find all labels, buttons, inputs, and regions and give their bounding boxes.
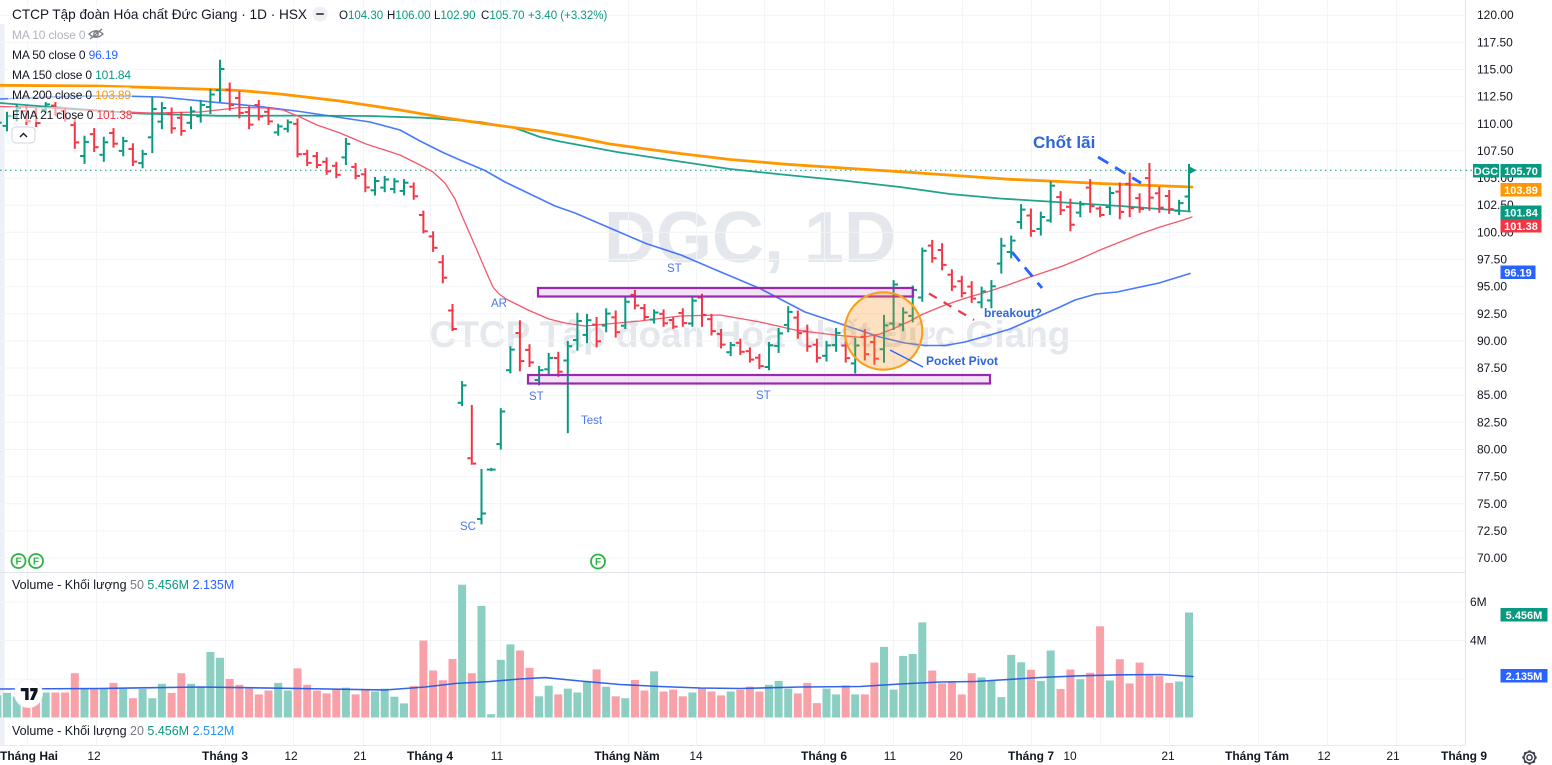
svg-text:MA 50 close 0 96.19: MA 50 close 0 96.19	[12, 48, 118, 62]
svg-text:DGC: DGC	[1474, 166, 1499, 178]
svg-text:10: 10	[1063, 749, 1077, 763]
svg-text:F: F	[33, 557, 39, 568]
svg-text:Chốt lãi: Chốt lãi	[1033, 133, 1095, 152]
svg-text:105.70: 105.70	[1504, 166, 1538, 178]
svg-text:+3.40 (+3.32%): +3.40 (+3.32%)	[528, 10, 607, 22]
svg-text:L102.90: L102.90	[434, 10, 476, 22]
svg-text:117.50: 117.50	[1477, 35, 1513, 49]
svg-text:20: 20	[949, 749, 963, 763]
svg-text:82.50: 82.50	[1477, 415, 1507, 429]
svg-text:120.00: 120.00	[1477, 8, 1514, 22]
svg-text:breakout?: breakout?	[984, 306, 1042, 320]
svg-text:21: 21	[353, 749, 367, 763]
svg-text:92.50: 92.50	[1477, 307, 1507, 321]
svg-text:Tháng Tám: Tháng Tám	[1225, 749, 1289, 763]
svg-text:112.50: 112.50	[1477, 90, 1513, 104]
svg-text:F: F	[595, 557, 601, 568]
svg-text:5.456M: 5.456M	[1506, 610, 1543, 622]
svg-text:103.89: 103.89	[1504, 185, 1538, 197]
svg-text:Test: Test	[581, 415, 603, 427]
svg-text:MA 200 close 0 103.89: MA 200 close 0 103.89	[12, 88, 131, 102]
svg-text:2.135M: 2.135M	[1506, 671, 1543, 683]
svg-text:O104.30: O104.30	[339, 10, 383, 22]
svg-text:21: 21	[1161, 749, 1175, 763]
svg-text:6M: 6M	[1470, 595, 1487, 609]
svg-text:115.00: 115.00	[1477, 63, 1513, 77]
svg-text:Tháng 4: Tháng 4	[407, 749, 453, 763]
svg-text:EMA 21 close 0 101.38: EMA 21 close 0 101.38	[12, 108, 133, 122]
svg-text:14: 14	[689, 749, 703, 763]
svg-text:Tháng 9: Tháng 9	[1441, 749, 1487, 763]
svg-text:Volume - Khối lượng 20 5.456M: Volume - Khối lượng 20 5.456M 2.512M	[12, 724, 234, 738]
svg-text:21: 21	[1386, 749, 1400, 763]
svg-text:101.38: 101.38	[1504, 221, 1538, 233]
svg-text:75.00: 75.00	[1477, 497, 1507, 511]
svg-text:AR: AR	[491, 298, 507, 310]
svg-text:70.00: 70.00	[1477, 551, 1507, 565]
svg-text:77.50: 77.50	[1477, 470, 1507, 484]
svg-text:ST: ST	[529, 391, 544, 403]
svg-text:C105.70: C105.70	[481, 10, 525, 22]
svg-text:12: 12	[284, 749, 298, 763]
svg-text:Tháng Năm: Tháng Năm	[594, 749, 659, 763]
svg-text:MA 10 close 0: MA 10 close 0	[12, 28, 86, 42]
svg-text:SC: SC	[460, 521, 476, 533]
svg-text:Tháng 6: Tháng 6	[801, 749, 847, 763]
svg-text:Volume - Khối lượng 50 5.456M: Volume - Khối lượng 50 5.456M 2.135M	[12, 578, 234, 592]
svg-text:11: 11	[491, 749, 504, 763]
svg-text:95.00: 95.00	[1477, 280, 1507, 294]
svg-text:DGC, 1D: DGC, 1D	[604, 198, 896, 278]
svg-text:Tháng 7: Tháng 7	[1008, 749, 1054, 763]
svg-text:H106.00: H106.00	[387, 10, 431, 22]
svg-text:96.19: 96.19	[1504, 267, 1532, 279]
svg-text:F: F	[15, 557, 21, 568]
svg-text:ST: ST	[756, 390, 771, 402]
svg-text:90.00: 90.00	[1477, 334, 1507, 348]
svg-text:80.00: 80.00	[1477, 443, 1507, 457]
svg-text:Pocket Pivot: Pocket Pivot	[926, 354, 998, 368]
svg-text:107.50: 107.50	[1477, 144, 1514, 158]
svg-text:Tháng Hai: Tháng Hai	[0, 749, 58, 763]
svg-text:CTCP Tập đoàn Hóa chất Đức Gia: CTCP Tập đoàn Hóa chất Đức Giang · 1D · …	[12, 7, 307, 22]
svg-text:12: 12	[1317, 749, 1331, 763]
svg-text:72.50: 72.50	[1477, 524, 1507, 538]
svg-text:11: 11	[884, 749, 897, 763]
svg-text:97.50: 97.50	[1477, 253, 1507, 267]
svg-text:110.00: 110.00	[1477, 117, 1513, 131]
svg-text:85.00: 85.00	[1477, 388, 1507, 402]
svg-text:101.84: 101.84	[1504, 207, 1539, 219]
svg-text:MA 150 close 0 101.84: MA 150 close 0 101.84	[12, 68, 131, 82]
svg-text:4M: 4M	[1470, 634, 1487, 648]
svg-text:12: 12	[87, 749, 101, 763]
svg-text:ST: ST	[667, 263, 682, 275]
svg-text:87.50: 87.50	[1477, 361, 1507, 375]
svg-text:Tháng 3: Tháng 3	[202, 749, 248, 763]
